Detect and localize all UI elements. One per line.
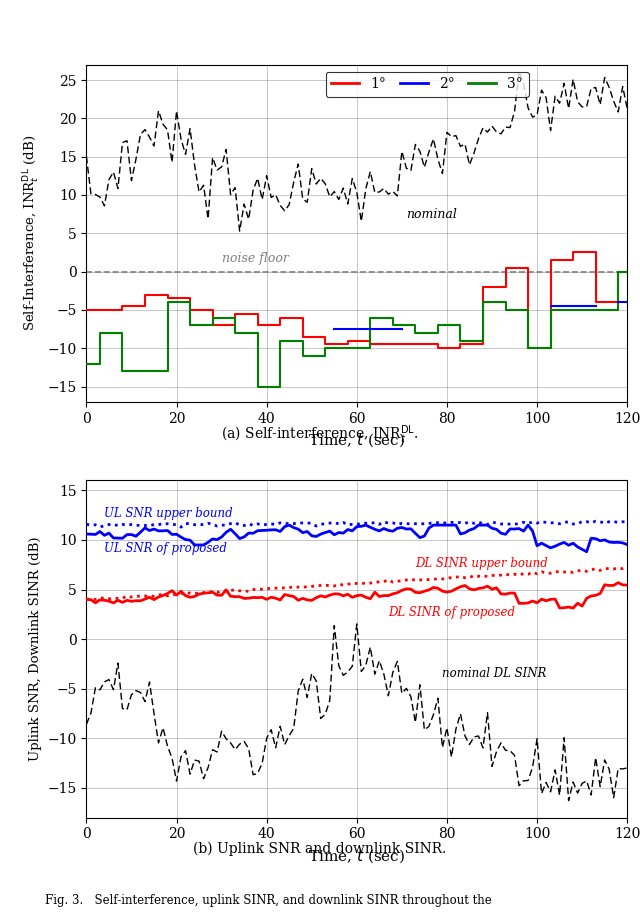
Y-axis label: Uplink SNR, Downlink SINR (dB): Uplink SNR, Downlink SINR (dB)	[29, 537, 42, 761]
Text: noise floor: noise floor	[221, 251, 289, 264]
X-axis label: Time, $t$ (sec): Time, $t$ (sec)	[308, 847, 405, 865]
Text: (a) Self-interference, INR$_t^\mathrm{DL}$.: (a) Self-interference, INR$_t^\mathrm{DL…	[221, 423, 419, 446]
Text: DL SINR of proposed: DL SINR of proposed	[388, 606, 515, 619]
X-axis label: Time, $t$ (sec): Time, $t$ (sec)	[308, 432, 405, 449]
Text: UL SNR of proposed: UL SNR of proposed	[104, 541, 227, 555]
Text: nominal: nominal	[406, 208, 457, 221]
Text: UL SNR upper bound: UL SNR upper bound	[104, 507, 233, 520]
Text: Fig. 3.   Self-interference, uplink SINR, and downlink SINR throughout the: Fig. 3. Self-interference, uplink SINR, …	[45, 894, 492, 906]
Y-axis label: Self-Interference, INR$_t^{\mathrm{DL}}$ (dB): Self-Interference, INR$_t^{\mathrm{DL}}$…	[22, 135, 42, 332]
Text: (b) Uplink SNR and downlink SINR.: (b) Uplink SNR and downlink SINR.	[193, 842, 447, 856]
Text: DL SINR upper bound: DL SINR upper bound	[415, 557, 548, 570]
Legend: 1°, 2°, 3°: 1°, 2°, 3°	[326, 72, 529, 97]
Text: nominal DL SINR: nominal DL SINR	[442, 667, 547, 680]
